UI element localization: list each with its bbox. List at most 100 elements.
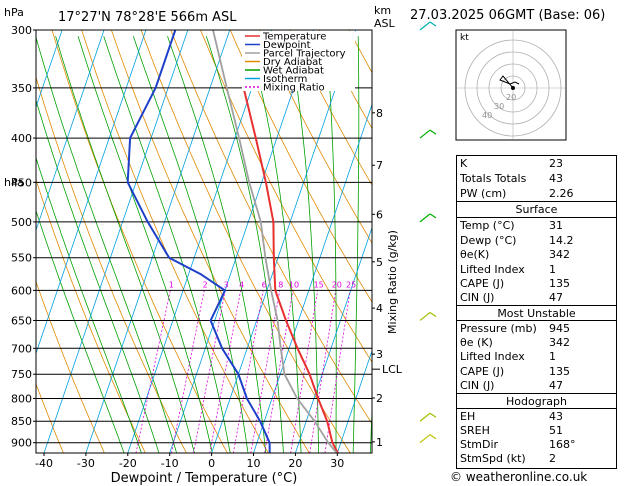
surface-row: CAPE (J) 135 — [457, 276, 616, 291]
dry-adiabat-line — [616, 30, 629, 457]
hodograph-params-label: StmDir — [460, 438, 499, 451]
wind-barb-flag — [429, 129, 437, 135]
surface-row: Temp (°C) 31 — [457, 218, 616, 233]
hodograph-params-value: 43 — [549, 410, 563, 423]
hodograph-params-value: 168° — [549, 438, 576, 451]
wet-adiabat-line — [36, 99, 160, 453]
pressure-tick-label: 400 — [11, 132, 32, 145]
surface-value: 31 — [549, 219, 563, 232]
km-tick-label: 8 — [376, 107, 383, 120]
mixing-ratio-label: 25 — [346, 280, 356, 289]
index-tt-value: 43 — [549, 172, 563, 185]
temp-tick-label: -40 — [35, 457, 53, 470]
isotherm-line — [43, 30, 189, 453]
legend-label: Wet Adiabat — [263, 66, 324, 77]
wind-barb — [419, 434, 431, 444]
wet-adiabat-line — [325, 36, 337, 453]
wind-barbs — [419, 21, 437, 444]
wet-adiabat-line — [247, 36, 302, 453]
wind-barb — [419, 213, 431, 223]
mixing-ratio-line — [135, 290, 171, 453]
wind-barb-flag — [429, 213, 437, 219]
mixing-ratio-line — [309, 290, 337, 453]
most-unstable-panel: Most Unstable Pressure (mb) 945 θe (K) 342… — [456, 305, 617, 395]
pressure-tick-label: 900 — [11, 437, 32, 450]
dry-adiabat-line — [200, 30, 372, 363]
hodograph-params-row: EH 43 — [457, 409, 616, 424]
hodograph-params-value: 51 — [549, 424, 563, 437]
indices-panel: K 23 Totals Totals 43 PW (cm) 2.26 — [456, 155, 617, 202]
most-unstable-value: 1 — [549, 350, 556, 363]
index-tt-row: Totals Totals 43 — [457, 171, 616, 186]
pressure-axis-label: hPa — [4, 176, 24, 189]
pressure-tick-label: 300 — [11, 24, 32, 37]
hodograph-params-label: SREH — [460, 424, 490, 437]
mixing-ratio-label: 3 — [224, 280, 229, 289]
pressure-tick-label: 750 — [11, 368, 32, 381]
surface-value: 47 — [549, 291, 563, 304]
wet-adiabat-line — [205, 36, 284, 453]
km-tick-label: 5 — [376, 256, 383, 269]
surface-value: 1 — [549, 263, 556, 276]
hodograph-storm-marker — [511, 86, 515, 90]
legend-label: Temperature — [262, 32, 326, 43]
surface-value: 14.2 — [549, 234, 574, 247]
pressure-tick-label: 500 — [11, 216, 32, 229]
wet-adiabat-line — [103, 36, 231, 453]
most-unstable-value: 945 — [549, 322, 570, 335]
index-k-label: K — [460, 157, 468, 170]
mixing-ratio-label: 15 — [314, 280, 324, 289]
wet-adiabat-line — [36, 36, 178, 453]
series-dewpoint — [126, 30, 271, 453]
temp-tick-label: -30 — [77, 457, 95, 470]
most-unstable-row: θe (K) 342 — [457, 335, 616, 350]
km-tick-label: 1 — [376, 436, 383, 449]
isotherm-line — [85, 30, 231, 453]
hodograph-params-title-row: Hodograph — [457, 394, 616, 409]
plot-lines: 1 2 3 4 6 8 10 15 20 25 — [36, 30, 629, 457]
km-tick-label: 2 — [376, 392, 383, 405]
pressure-tick-label: 800 — [11, 392, 32, 405]
most-unstable-title-row: Most Unstable — [457, 306, 616, 321]
surface-value: 342 — [549, 248, 570, 261]
surface-label: CAPE (J) — [460, 277, 505, 290]
index-pw-row: PW (cm) 2.26 — [457, 186, 616, 201]
most-unstable-value: 135 — [549, 365, 570, 378]
pressure-tick-label: 850 — [11, 415, 32, 428]
most-unstable-label: CIN (J) — [460, 379, 495, 392]
most-unstable-label: Pressure (mb) — [460, 322, 537, 335]
dry-adiabat-line — [140, 30, 351, 453]
lcl-label: LCL — [382, 363, 403, 376]
wind-barb — [419, 129, 431, 139]
hodograph-params-label: EH — [460, 410, 476, 423]
plot-frame — [35, 29, 373, 454]
legend-label: Parcel Trajectory — [263, 49, 346, 60]
pressure-tick-label: 600 — [11, 284, 32, 297]
mixing-ratio-label: 4 — [239, 280, 244, 289]
hodograph-params-panel: Hodograph EH 43 SREH 51 StmDir 168° StmSpd … — [456, 393, 617, 469]
pressure-unit: hPa — [4, 6, 24, 19]
hodograph-params-label: StmSpd (kt) — [460, 452, 526, 465]
date-title: 27.03.2025 06GMT (Base: 06) — [410, 8, 606, 23]
most-unstable-row: CIN (J) 47 — [457, 378, 616, 393]
wet-adiabat-line — [167, 36, 267, 453]
wet-adiabat-line — [36, 156, 142, 453]
asl-unit: ASL — [374, 17, 396, 30]
wind-barb — [419, 21, 431, 31]
km-tick-label: 4 — [376, 302, 383, 315]
wind-barb-flag — [429, 412, 437, 418]
temp-axis-label: Dewpoint / Temperature (°C) — [111, 471, 298, 486]
isotherm-line — [294, 226, 372, 453]
isotherm-line — [211, 30, 356, 453]
wet-adiabat-line — [288, 36, 320, 453]
surface-label: Temp (°C) — [460, 219, 515, 232]
dry-adiabat-line — [36, 178, 146, 453]
hodograph-params-row: StmDir 168° — [457, 437, 616, 452]
most-unstable-value: 342 — [549, 336, 570, 349]
km-tick-label: 7 — [376, 159, 383, 172]
temp-tick-label: -20 — [119, 457, 137, 470]
most-unstable-row: Pressure (mb) 945 — [457, 321, 616, 336]
location-title: 17°27'N 78°28'E 566m ASL — [58, 10, 237, 25]
pressure-tick-label: 650 — [11, 314, 32, 327]
